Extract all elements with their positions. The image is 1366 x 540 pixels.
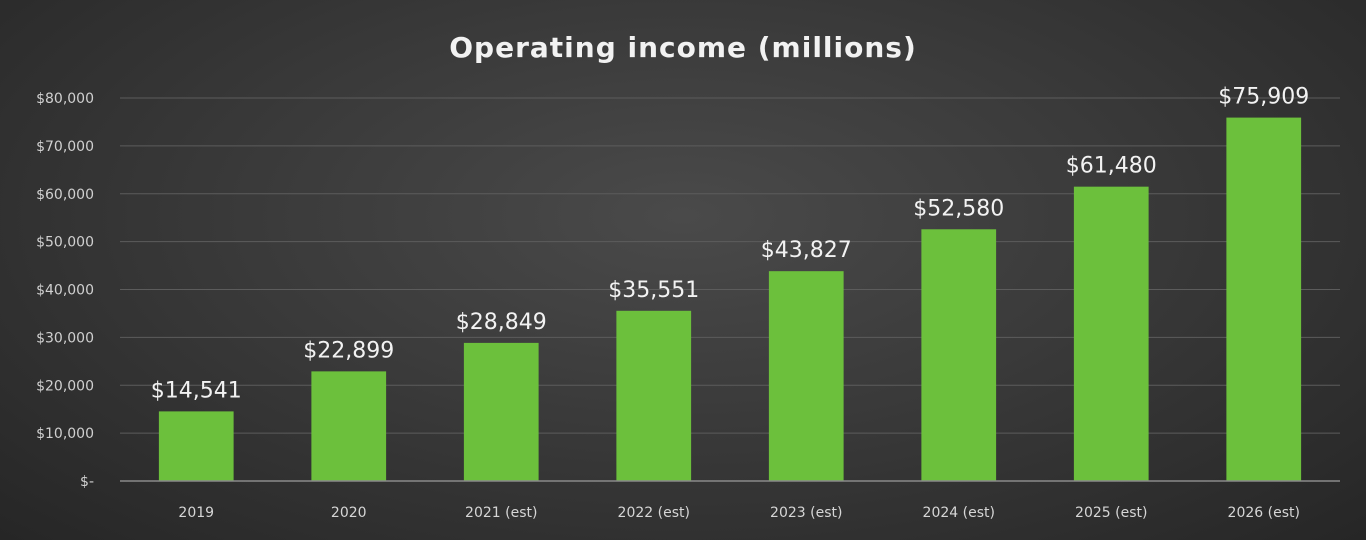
data-label: $75,909 <box>1218 85 1309 110</box>
y-tick-label: $50,000 <box>36 235 94 251</box>
bar <box>768 271 844 481</box>
bar <box>616 310 692 481</box>
data-label: $61,480 <box>1066 154 1157 179</box>
chart-title: Operating income (millions) <box>449 31 917 64</box>
gridlines <box>120 97 1340 434</box>
data-label: $35,551 <box>608 278 699 303</box>
bar <box>463 342 539 481</box>
y-tick-label: $80,000 <box>36 91 94 107</box>
y-tick-label: $60,000 <box>36 187 94 203</box>
y-axis-ticks: $- $10,000 $20,000 $30,000 $40,000 $50,000 $60… <box>36 91 94 490</box>
bars <box>158 117 1302 482</box>
y-tick-label: $40,000 <box>36 283 94 299</box>
x-axis-ticks: 2019 2020 2021 (est) 2022 (est) 2023 (est) 20… <box>178 505 1300 521</box>
x-tick-label: 2022 (est) <box>618 505 690 521</box>
bar <box>158 411 234 481</box>
bar <box>1073 186 1149 482</box>
x-tick-label: 2026 (est) <box>1228 505 1300 521</box>
data-label: $52,580 <box>913 196 1004 221</box>
x-tick-label: 2021 (est) <box>465 505 537 521</box>
bar <box>921 229 997 481</box>
x-tick-label: 2019 <box>178 505 214 521</box>
y-tick-label: $- <box>80 474 94 490</box>
y-tick-label: $70,000 <box>36 139 94 155</box>
y-tick-label: $10,000 <box>36 426 94 442</box>
x-tick-label: 2020 <box>331 505 367 521</box>
data-label: $43,827 <box>761 238 852 263</box>
y-tick-label: $20,000 <box>36 378 94 394</box>
x-tick-label: 2023 (est) <box>770 505 842 521</box>
data-labels: $14,541 $22,899 $28,849 $35,551 $43,827 $52,5… <box>151 85 1309 404</box>
data-label: $22,899 <box>303 338 394 363</box>
x-tick-label: 2024 (est) <box>923 505 995 521</box>
bar <box>1226 117 1302 481</box>
data-label: $14,541 <box>151 378 242 403</box>
bar <box>311 371 387 481</box>
y-tick-label: $30,000 <box>36 330 94 346</box>
data-label: $28,849 <box>456 310 547 335</box>
x-tick-label: 2025 (est) <box>1075 505 1147 521</box>
